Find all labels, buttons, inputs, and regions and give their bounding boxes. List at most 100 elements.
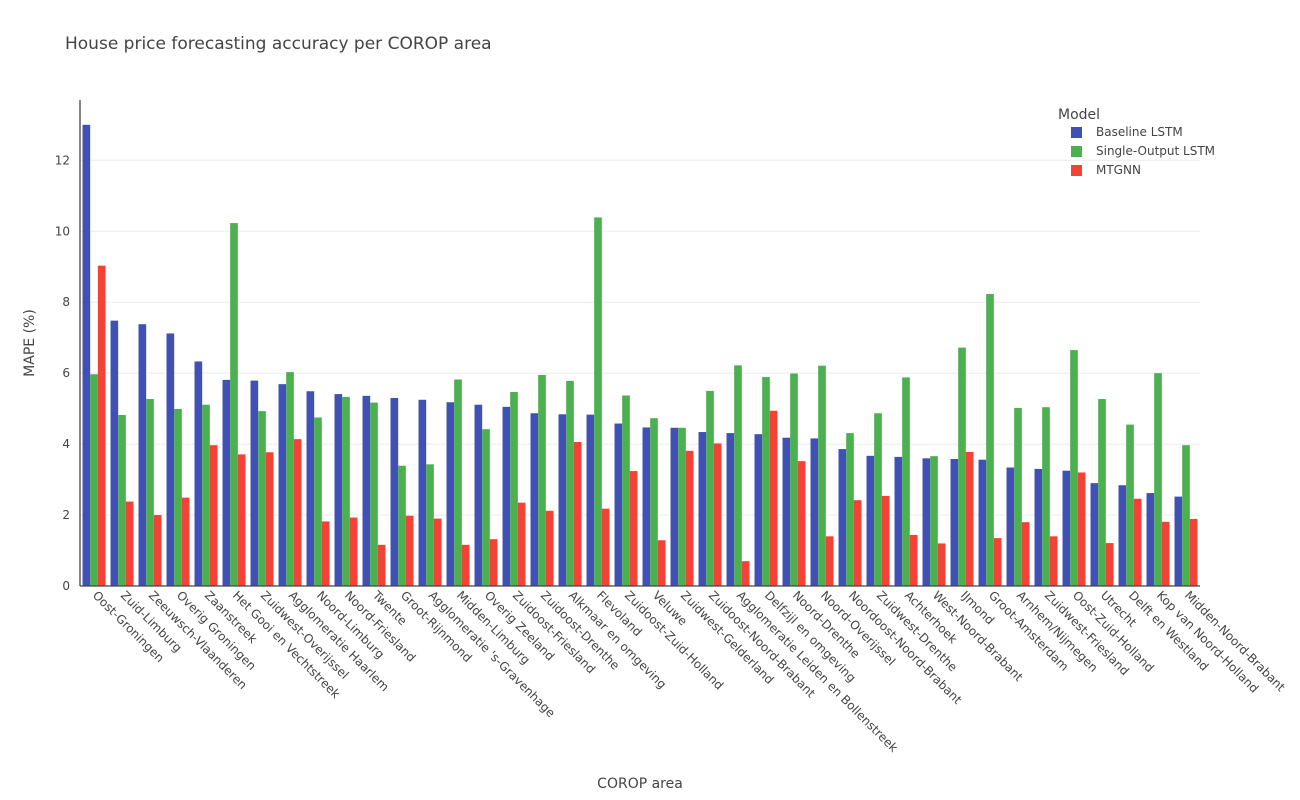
- bar[interactable]: [321, 521, 330, 586]
- bar[interactable]: [342, 396, 350, 586]
- bar[interactable]: [370, 402, 378, 586]
- bar[interactable]: [362, 395, 371, 586]
- bar[interactable]: [706, 390, 714, 586]
- bar[interactable]: [726, 433, 735, 586]
- bar[interactable]: [334, 394, 343, 586]
- bar[interactable]: [1174, 496, 1183, 586]
- bar[interactable]: [426, 464, 434, 586]
- bar[interactable]: [978, 459, 987, 586]
- bar[interactable]: [1161, 521, 1170, 586]
- bar[interactable]: [489, 539, 498, 586]
- bar[interactable]: [614, 423, 623, 586]
- bar[interactable]: [930, 456, 938, 586]
- bar[interactable]: [202, 404, 210, 586]
- bar[interactable]: [510, 391, 518, 586]
- bar[interactable]: [950, 459, 959, 586]
- bar[interactable]: [166, 333, 175, 586]
- legend-label[interactable]: MTGNN: [1096, 163, 1141, 177]
- bar[interactable]: [1062, 470, 1071, 586]
- bar[interactable]: [909, 534, 918, 586]
- bar[interactable]: [278, 384, 287, 586]
- bar[interactable]: [573, 441, 582, 586]
- bar[interactable]: [713, 443, 722, 586]
- bar[interactable]: [349, 517, 358, 586]
- bar[interactable]: [390, 397, 399, 586]
- bar[interactable]: [1133, 498, 1142, 586]
- bar[interactable]: [650, 418, 658, 586]
- bar[interactable]: [622, 395, 630, 586]
- bar[interactable]: [586, 414, 595, 586]
- bar[interactable]: [250, 380, 259, 586]
- bar[interactable]: [818, 365, 826, 586]
- bar[interactable]: [125, 501, 134, 586]
- bar[interactable]: [1014, 407, 1022, 586]
- bar[interactable]: [1077, 472, 1086, 586]
- bar[interactable]: [769, 410, 778, 586]
- bar[interactable]: [265, 452, 274, 586]
- bar[interactable]: [881, 495, 890, 586]
- bar[interactable]: [482, 429, 490, 586]
- bar[interactable]: [1098, 399, 1106, 586]
- legend[interactable]: Model Baseline LSTM Single-Output LSTM MTG…: [1058, 107, 1215, 177]
- bar[interactable]: [153, 515, 162, 586]
- bar[interactable]: [1049, 536, 1058, 586]
- bar[interactable]: [530, 413, 539, 586]
- bar[interactable]: [629, 471, 638, 586]
- bar[interactable]: [118, 415, 126, 586]
- bar[interactable]: [670, 427, 679, 586]
- bar[interactable]: [1126, 424, 1134, 586]
- bar[interactable]: [1006, 467, 1015, 586]
- bar[interactable]: [874, 413, 882, 586]
- bar[interactable]: [97, 265, 106, 586]
- bar[interactable]: [545, 510, 554, 586]
- bar[interactable]: [566, 380, 574, 586]
- bar[interactable]: [810, 438, 819, 586]
- bar[interactable]: [461, 544, 470, 586]
- bar[interactable]: [230, 223, 238, 586]
- bar[interactable]: [558, 414, 567, 586]
- bar[interactable]: [293, 439, 302, 586]
- bar[interactable]: [642, 427, 651, 586]
- bar[interactable]: [657, 540, 666, 586]
- bar[interactable]: [1034, 468, 1043, 586]
- bar[interactable]: [194, 361, 203, 586]
- bar[interactable]: [1042, 407, 1050, 586]
- bar[interactable]: [1090, 483, 1099, 586]
- bar[interactable]: [1189, 518, 1198, 586]
- legend-label[interactable]: Baseline LSTM: [1096, 125, 1183, 139]
- bar[interactable]: [782, 437, 791, 586]
- bar[interactable]: [286, 372, 294, 586]
- bar[interactable]: [894, 456, 903, 586]
- bar[interactable]: [258, 411, 266, 586]
- bar[interactable]: [517, 502, 526, 586]
- bar[interactable]: [741, 561, 750, 586]
- legend-swatch[interactable]: [1071, 165, 1082, 176]
- bar[interactable]: [594, 217, 602, 586]
- bar[interactable]: [965, 451, 974, 586]
- bar[interactable]: [1021, 522, 1030, 586]
- bar[interactable]: [418, 399, 427, 586]
- bar[interactable]: [797, 461, 806, 586]
- legend-swatch[interactable]: [1071, 146, 1082, 157]
- bar[interactable]: [433, 518, 442, 586]
- bar[interactable]: [678, 427, 686, 586]
- bar[interactable]: [993, 538, 1002, 586]
- bar[interactable]: [1105, 543, 1114, 586]
- bar[interactable]: [866, 455, 875, 586]
- bar[interactable]: [82, 124, 91, 586]
- bar[interactable]: [314, 417, 322, 586]
- bar[interactable]: [685, 450, 694, 586]
- bar[interactable]: [237, 454, 246, 586]
- legend-swatch[interactable]: [1071, 127, 1082, 138]
- bar[interactable]: [846, 433, 854, 586]
- bar[interactable]: [110, 320, 119, 586]
- bar[interactable]: [922, 458, 931, 586]
- bar[interactable]: [538, 374, 546, 586]
- bar[interactable]: [902, 377, 910, 586]
- bar[interactable]: [601, 508, 610, 586]
- bar[interactable]: [853, 500, 862, 586]
- bar[interactable]: [90, 374, 98, 586]
- bar[interactable]: [454, 379, 462, 586]
- bar[interactable]: [762, 377, 770, 586]
- bar[interactable]: [1154, 373, 1162, 586]
